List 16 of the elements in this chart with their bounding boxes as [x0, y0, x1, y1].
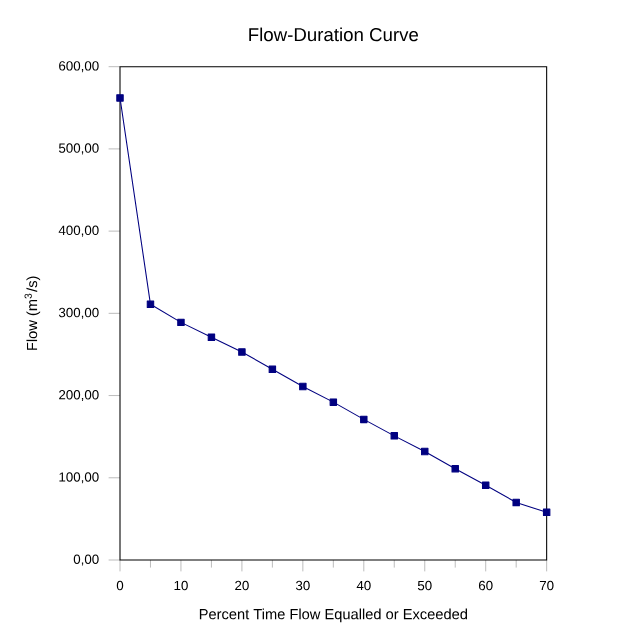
point: [207, 333, 216, 341]
point: [360, 415, 368, 424]
point: [146, 300, 155, 309]
point: [542, 508, 551, 517]
point: [329, 398, 338, 406]
point: [299, 382, 307, 391]
point: [512, 498, 520, 507]
point: [421, 447, 429, 456]
point: [116, 94, 124, 102]
chart-title: Flow-Duration Curve: [249, 27, 419, 42]
point: [268, 365, 277, 373]
point: [177, 318, 185, 327]
point: [481, 481, 490, 489]
point: [390, 432, 399, 440]
point: [238, 348, 246, 356]
point: [451, 465, 459, 473]
